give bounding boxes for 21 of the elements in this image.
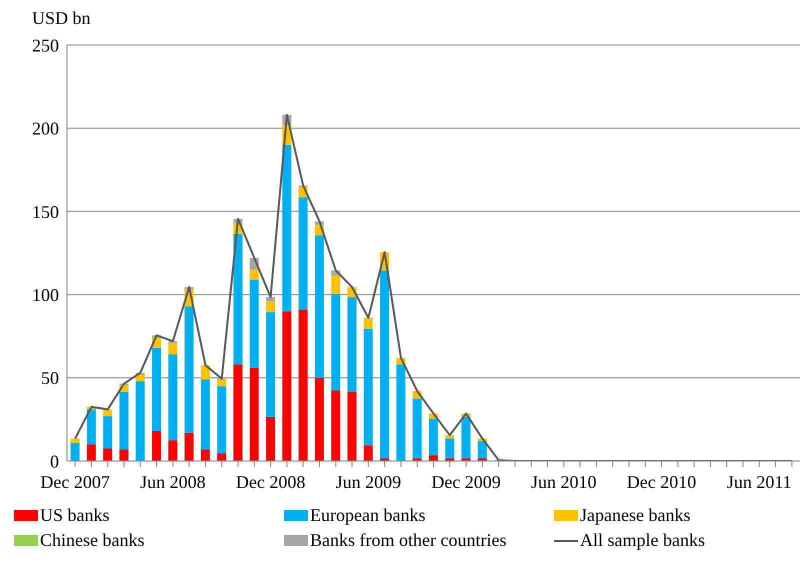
y-tick-label: 50 xyxy=(41,368,59,388)
y-tick-label: 0 xyxy=(50,451,59,472)
legend-label: US banks xyxy=(40,505,110,526)
x-tick-label: Jun 2008 xyxy=(140,472,206,492)
y-tick-label: 250 xyxy=(32,35,59,56)
legend-label: Chinese banks xyxy=(40,530,144,551)
y-tick-label: 150 xyxy=(32,202,59,222)
legend-label: Banks from other countries xyxy=(310,530,506,551)
y-axis-title: USD bn xyxy=(32,8,91,29)
x-tick-label: Dec 2008 xyxy=(236,472,306,492)
legend-label: All sample banks xyxy=(580,530,705,551)
x-tick-label: Jun 2011 xyxy=(726,472,792,492)
x-tick-label: Dec 2007 xyxy=(40,472,110,492)
legend-label: European banks xyxy=(310,505,426,526)
x-tick-label: Jun 2010 xyxy=(531,472,597,492)
y-tick-label: 100 xyxy=(32,284,59,305)
x-tick-label: Jun 2009 xyxy=(336,472,402,492)
x-tick-label: Dec 2009 xyxy=(431,472,501,492)
x-tick-label: Dec 2010 xyxy=(626,472,696,492)
y-tick-label: 200 xyxy=(32,118,59,139)
legend-label: Japanese banks xyxy=(580,505,690,526)
